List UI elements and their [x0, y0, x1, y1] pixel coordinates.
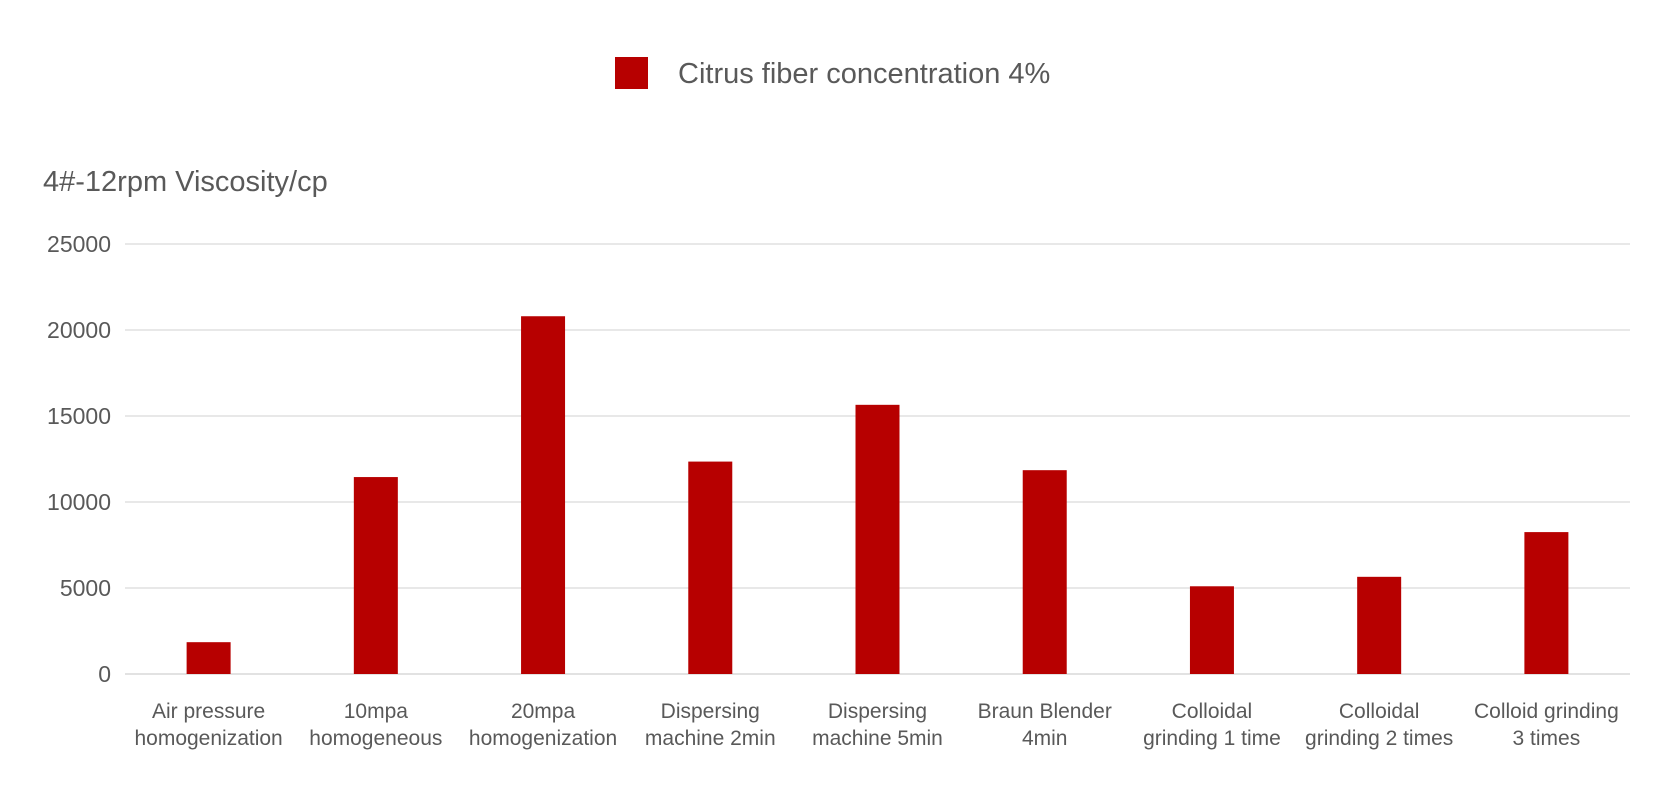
x-category-label: 20mpa homogenization [469, 700, 617, 750]
bar [855, 404, 900, 674]
x-category-label: Colloidal grinding 2 times [1305, 700, 1453, 750]
x-category-label: Dispersing machine 2min [645, 700, 776, 750]
x-category-label: 10mpa homogeneous [309, 700, 442, 750]
y-tick-label: 25000 [47, 231, 111, 257]
bars [186, 316, 1569, 674]
bar [521, 316, 566, 674]
bar [1189, 586, 1234, 674]
bar [1524, 532, 1569, 674]
legend-label: Citrus fiber concentration 4% [678, 58, 1050, 90]
y-axis-title: 4#-12rpm Viscosity/cp [43, 166, 328, 198]
y-tick-label: 20000 [47, 317, 111, 343]
y-axis-ticks: 0 5000 10000 15000 20000 25000 [47, 231, 111, 687]
bar [688, 461, 733, 674]
x-category-label: Dispersing machine 5min [812, 700, 943, 750]
x-category-label: Braun Blender 4min [978, 700, 1112, 750]
bar [1357, 576, 1402, 674]
x-axis-labels: Air pressure homogenization 10mpa homogeneo… [134, 700, 1618, 750]
y-tick-label: 5000 [60, 575, 111, 601]
x-category-label: Colloidal grinding 1 time [1143, 700, 1281, 750]
y-tick-label: 15000 [47, 403, 111, 429]
legend: Citrus fiber concentration 4% [615, 57, 1050, 90]
y-tick-label: 0 [98, 661, 111, 687]
bar [353, 477, 398, 674]
bar [1022, 470, 1067, 674]
y-tick-label: 10000 [47, 489, 111, 515]
legend-swatch [615, 57, 648, 89]
x-category-label: Colloid grinding 3 times [1474, 700, 1619, 750]
bar [186, 642, 231, 674]
x-category-label: Air pressure homogenization [134, 700, 282, 750]
